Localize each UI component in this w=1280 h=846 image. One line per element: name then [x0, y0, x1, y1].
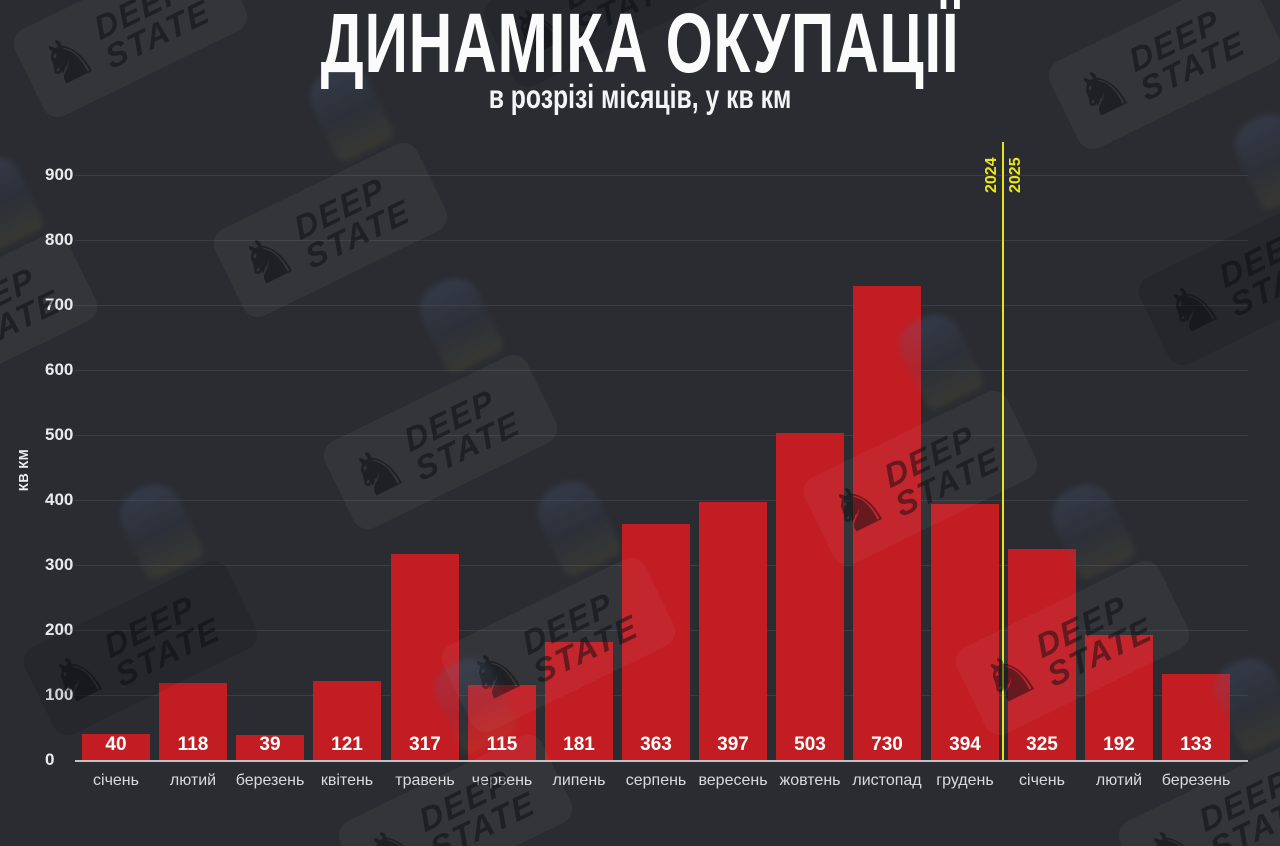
bar-value-12: 325	[1026, 734, 1058, 755]
bar-value-13: 192	[1103, 734, 1135, 755]
bar-10	[853, 286, 921, 761]
y-tick-600: 600	[45, 360, 74, 379]
gridline-600	[75, 370, 1248, 371]
x-tick-10: листопад	[852, 772, 922, 789]
gridline-500	[75, 435, 1248, 436]
bar-14	[1162, 674, 1230, 760]
bar-value-6: 181	[563, 734, 595, 755]
bar-2	[236, 735, 304, 760]
bar-value-7: 363	[640, 734, 672, 755]
x-axis-line	[75, 760, 1248, 762]
bar-13	[1085, 635, 1153, 760]
gridline-900	[75, 175, 1248, 176]
bar-0	[82, 734, 150, 760]
y-axis-title: КВ КМ	[16, 448, 31, 492]
year-label-right: 2025	[1007, 157, 1024, 193]
bar-value-8: 397	[717, 734, 749, 755]
year-divider-line	[1002, 142, 1004, 760]
bar-value-0: 40	[105, 734, 127, 755]
bar-value-14: 133	[1180, 734, 1212, 755]
page-subtitle: в розрізі місяців, у кв км	[488, 78, 792, 115]
gridline-400	[75, 500, 1248, 501]
x-tick-12: січень	[1019, 772, 1065, 789]
x-tick-8: вересень	[698, 772, 768, 789]
page-title: ДИНАМІКА ОКУПАЦІЇ	[320, 0, 960, 90]
bar-12	[1008, 549, 1076, 760]
bar-value-9: 503	[794, 734, 826, 755]
x-tick-6: липень	[552, 772, 606, 789]
bar-5	[468, 685, 536, 760]
bar-1	[159, 683, 227, 760]
bar-11	[931, 504, 999, 760]
year-label-left: 2024	[983, 157, 1000, 193]
bar-4	[391, 554, 459, 760]
bar-7	[622, 524, 690, 760]
x-tick-0: січень	[93, 772, 139, 789]
x-tick-3: квітень	[320, 772, 374, 789]
y-tick-900: 900	[45, 165, 74, 184]
y-tick-800: 800	[45, 230, 74, 249]
x-tick-9: жовтень	[779, 772, 841, 789]
bar-value-5: 115	[486, 734, 518, 755]
y-tick-200: 200	[45, 620, 74, 639]
bar-6	[545, 642, 613, 760]
y-tick-700: 700	[45, 295, 74, 314]
bar-8	[699, 502, 767, 760]
gridline-700	[75, 305, 1248, 306]
bar-9	[776, 433, 844, 760]
x-tick-4: травень	[395, 772, 455, 789]
gridline-800	[75, 240, 1248, 241]
x-tick-11: грудень	[936, 772, 994, 789]
x-tick-13: лютий	[1095, 772, 1143, 789]
bar-value-1: 118	[177, 734, 209, 755]
x-tick-7: серпень	[625, 772, 687, 789]
bar-value-11: 394	[949, 734, 981, 755]
bar-value-4: 317	[409, 734, 441, 755]
y-tick-0: 0	[45, 750, 55, 769]
x-tick-2: березень	[235, 772, 305, 789]
bar-3	[313, 681, 381, 760]
y-tick-500: 500	[45, 425, 74, 444]
x-tick-5: червень	[471, 772, 533, 789]
bar-value-10: 730	[871, 734, 903, 755]
bar-value-3: 121	[331, 734, 363, 755]
y-tick-100: 100	[45, 685, 74, 704]
bar-value-2: 39	[259, 734, 281, 755]
y-tick-400: 400	[45, 490, 74, 509]
y-tick-300: 300	[45, 555, 74, 574]
x-tick-14: березень	[1161, 772, 1231, 789]
x-tick-1: лютий	[169, 772, 217, 789]
chart-header: ДИНАМІКА ОКУПАЦІЇ в розрізі місяців, у к…	[0, 0, 1280, 114]
